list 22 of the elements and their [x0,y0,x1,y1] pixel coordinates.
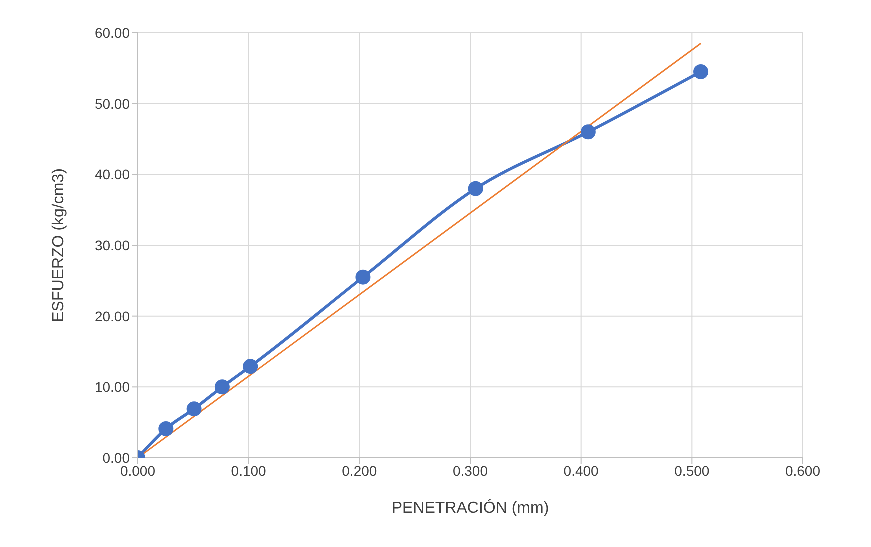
y-tick-label: 10.00 [94,379,130,396]
point [356,270,371,285]
y-tick-label: 40.00 [94,166,130,183]
y-tick-label: 60.00 [94,24,130,41]
y-tick-label: 20.00 [94,308,130,324]
x-axis-title: PENETRACIÓN (mm) [392,499,550,517]
x-tick-label: 0.600 [785,462,821,479]
x-tick-label: 0.200 [342,462,378,479]
x-tick-label: 0.500 [674,462,710,479]
y-tick-label: 50.00 [94,96,130,112]
x-tick-label: 0.300 [452,462,488,479]
point [580,124,596,140]
y-tick-label: 30.00 [94,237,130,254]
point [214,380,230,395]
y-axis-title: ESFUERZO (kg/cm3) [50,168,68,322]
point [694,64,709,80]
point [158,421,174,436]
point [243,359,258,374]
point [186,402,202,417]
x-tick-label: 0.400 [564,462,600,479]
point [468,181,484,196]
x-tick-label: 0.100 [231,462,267,479]
